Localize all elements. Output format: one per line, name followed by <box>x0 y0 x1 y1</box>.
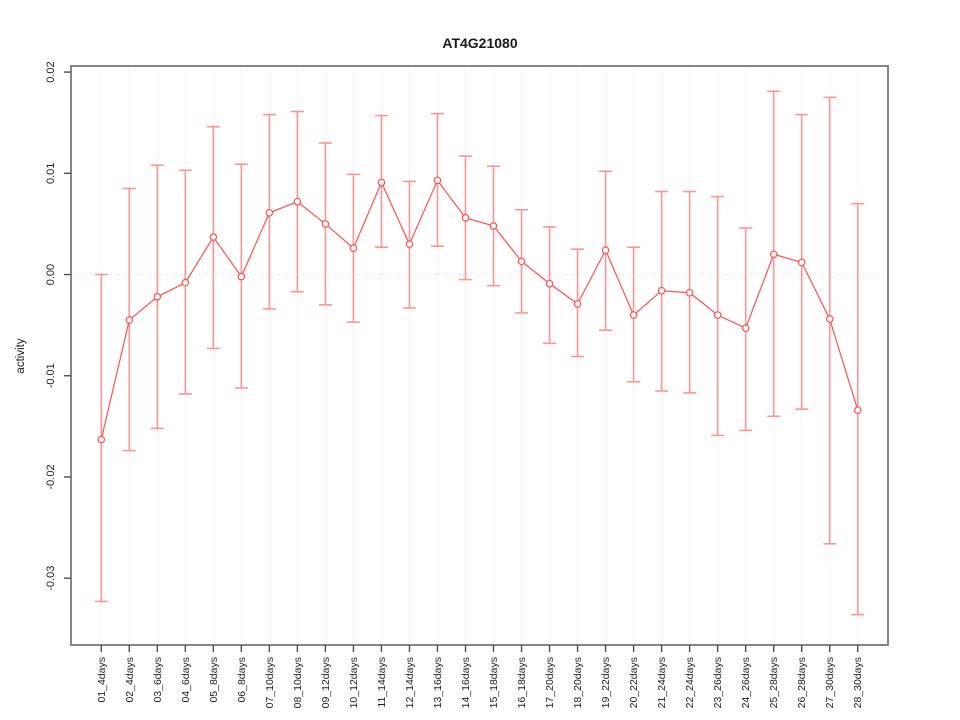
data-point-marker <box>321 220 330 228</box>
y-tick-label: 0.00 <box>45 264 57 285</box>
x-tick-label: 14_16days <box>460 657 472 708</box>
plot-border <box>70 65 889 646</box>
data-point-marker <box>293 197 302 206</box>
x-tick-label: 20_22days <box>628 657 640 708</box>
data-point-marker <box>713 311 722 319</box>
series-polyline <box>100 179 859 440</box>
x-tick-label: 19_22days <box>600 657 612 708</box>
data-point-marker <box>181 278 190 287</box>
data-point-marker <box>797 258 806 267</box>
x-tick-label: 13_16days <box>432 657 444 708</box>
x-tick-label: 05_8days <box>208 657 220 703</box>
data-point-marker <box>573 300 582 308</box>
x-tick-label: 03_6days <box>152 657 164 703</box>
y-axis-ticks: 0.02 0.01 0.00 -0.01 -0.02 -0.03 <box>45 61 71 591</box>
x-tick-label: 12_14days <box>404 657 416 708</box>
data-point-marker <box>265 208 274 217</box>
x-tick-label: 23_26days <box>712 657 724 708</box>
data-point-marker <box>349 244 358 253</box>
data-point-marker <box>209 233 218 241</box>
data-point-marker <box>405 240 414 248</box>
data-point-marker <box>825 315 834 323</box>
error-bars <box>94 90 865 616</box>
data-point-marker <box>433 176 442 185</box>
x-tick-label: 24_26days <box>740 657 752 708</box>
x-tick-label: 02_4days <box>124 657 136 703</box>
x-tick-label: 08_10days <box>292 657 304 708</box>
data-point-marker <box>489 222 498 230</box>
data-point-marker <box>545 279 554 288</box>
x-tick-label: 07_10days <box>264 657 276 708</box>
data-point-marker <box>377 178 386 187</box>
x-tick-label: 01_4days <box>96 657 108 703</box>
y-tick-label: -0.02 <box>45 464 57 489</box>
data-points <box>97 176 862 444</box>
data-point-marker <box>153 292 162 301</box>
y-tick-label: 0.02 <box>45 61 57 82</box>
data-line <box>100 179 859 440</box>
y-tick-label: -0.01 <box>45 363 57 388</box>
chart-title: AT4G21080 <box>442 35 517 51</box>
x-tick-label: 17_20days <box>544 657 556 708</box>
x-tick-label: 21_24days <box>656 657 668 708</box>
x-tick-label: 06_8days <box>236 657 248 703</box>
data-point-marker <box>125 316 134 324</box>
x-tick-label: 22_24days <box>684 657 696 708</box>
data-point-marker <box>741 324 750 332</box>
x-tick-label: 25_28days <box>768 657 780 708</box>
x-tick-label: 16_18days <box>516 657 528 708</box>
data-point-marker <box>601 246 610 255</box>
x-tick-label: 26_28days <box>796 657 808 708</box>
x-tick-label: 28_30days <box>852 657 864 708</box>
plot-frame <box>70 65 889 646</box>
gridlines <box>71 66 888 645</box>
data-point-marker <box>853 406 862 414</box>
data-point-marker <box>517 257 526 266</box>
data-point-marker <box>657 286 666 295</box>
y-tick-label: -0.03 <box>45 566 57 591</box>
x-axis-ticks: 01_4days 02_4days 03_6days 04_6days 05_8days… <box>96 645 864 708</box>
data-point-marker <box>461 214 470 222</box>
x-tick-label: 27_30days <box>824 657 836 708</box>
x-tick-label: 09_12days <box>320 657 332 708</box>
x-tick-label: 11_14days <box>376 657 388 708</box>
data-point-marker <box>769 250 778 259</box>
data-point-marker <box>685 288 694 297</box>
y-tick-label: 0.01 <box>45 163 57 184</box>
y-axis-label: activity <box>15 338 27 373</box>
data-point-marker <box>97 435 106 444</box>
x-tick-label: 18_20days <box>572 657 584 708</box>
data-point-marker <box>629 311 638 319</box>
data-point-marker <box>237 272 246 281</box>
x-tick-label: 04_6days <box>180 657 192 703</box>
x-tick-label: 15_18days <box>488 657 500 708</box>
x-tick-label: 10_12days <box>348 657 360 708</box>
